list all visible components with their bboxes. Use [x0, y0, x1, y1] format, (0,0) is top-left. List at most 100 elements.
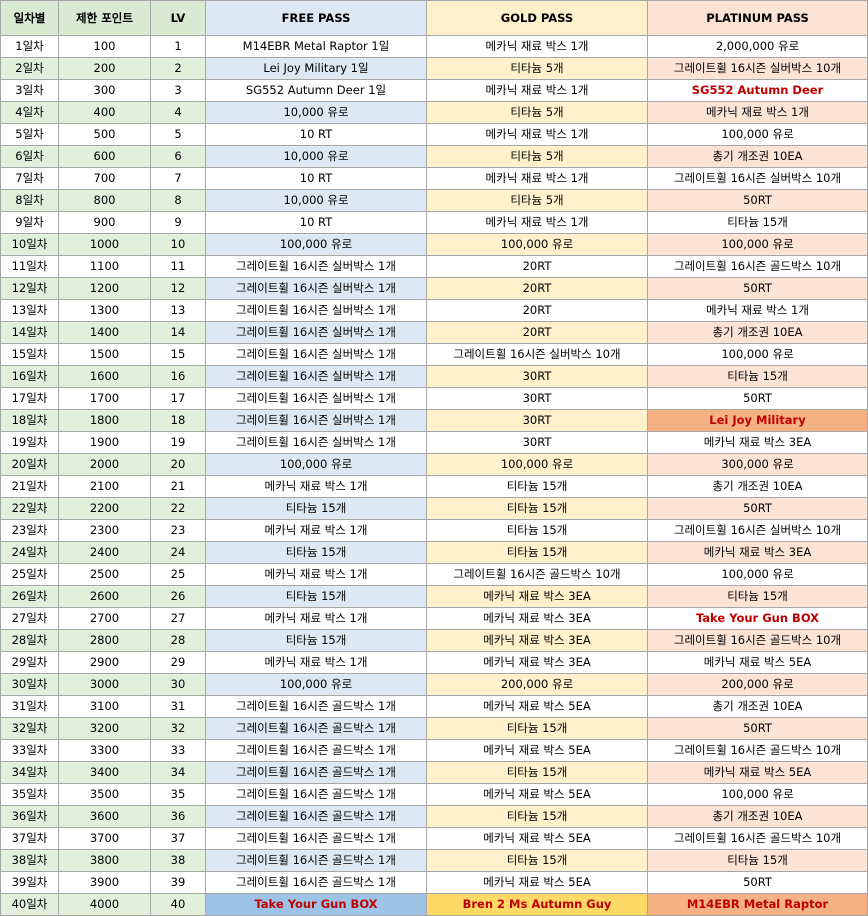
header-gold-pass: GOLD PASS — [426, 0, 648, 36]
gold-pass-cell: 메카닉 재료 박스 1개 — [426, 35, 648, 58]
level-cell: 35 — [150, 783, 206, 806]
day-cell: 8일차 — [0, 189, 59, 212]
table-row: 3일차 300 3 SG552 Autumn Deer 1일 메카닉 재료 박스 1개 S… — [0, 79, 868, 102]
level-cell: 9 — [150, 211, 206, 234]
table-row: 20일차 2000 20 100,000 유로 100,000 유로 300,000 유로 — [0, 453, 868, 476]
gold-pass-cell: 티타늄 5개 — [426, 101, 648, 124]
points-cell: 2200 — [58, 497, 151, 520]
table-row: 21일차 2100 21 메카닉 재료 박스 1개 티타늄 15개 총기 개조권 10EA — [0, 475, 868, 498]
table-row: 32일차 3200 32 그레이트휠 16시즌 골드박스 1개 티타늄 15개 50RT — [0, 717, 868, 740]
free-pass-cell: 그레이트휠 16시즌 골드박스 1개 — [205, 849, 427, 872]
day-cell: 13일차 — [0, 299, 59, 322]
free-pass-cell: 메카닉 재료 박스 1개 — [205, 651, 427, 674]
level-cell: 6 — [150, 145, 206, 168]
header-free-pass: FREE PASS — [205, 0, 427, 36]
free-pass-cell: 그레이트휠 16시즌 실버박스 1개 — [205, 365, 427, 388]
platinum-pass-cell: M14EBR Metal Raptor — [647, 893, 868, 916]
level-cell: 31 — [150, 695, 206, 718]
level-cell: 2 — [150, 57, 206, 80]
platinum-pass-cell: 티타늄 15개 — [647, 585, 868, 608]
platinum-pass-cell: 그레이트휠 16시즌 골드박스 10개 — [647, 629, 868, 652]
day-cell: 7일차 — [0, 167, 59, 190]
platinum-pass-cell: 메카닉 재료 박스 1개 — [647, 299, 868, 322]
points-cell: 1000 — [58, 233, 151, 256]
table-row: 27일차 2700 27 메카닉 재료 박스 1개 메카닉 재료 박스 3EA Take … — [0, 607, 868, 630]
level-cell: 28 — [150, 629, 206, 652]
day-cell: 16일차 — [0, 365, 59, 388]
points-cell: 3100 — [58, 695, 151, 718]
table-row: 10일차 1000 10 100,000 유로 100,000 유로 100,000 유로 — [0, 233, 868, 256]
gold-pass-cell: 30RT — [426, 365, 648, 388]
level-cell: 5 — [150, 123, 206, 146]
level-cell: 20 — [150, 453, 206, 476]
gold-pass-cell: 메카닉 재료 박스 5EA — [426, 783, 648, 806]
header-day: 일차별 — [0, 0, 59, 36]
level-cell: 37 — [150, 827, 206, 850]
platinum-pass-cell: SG552 Autumn Deer — [647, 79, 868, 102]
day-cell: 27일차 — [0, 607, 59, 630]
points-cell: 1700 — [58, 387, 151, 410]
day-cell: 19일차 — [0, 431, 59, 454]
platinum-pass-cell: 메카닉 재료 박스 5EA — [647, 651, 868, 674]
level-cell: 40 — [150, 893, 206, 916]
day-cell: 35일차 — [0, 783, 59, 806]
table-row: 4일차 400 4 10,000 유로 티타늄 5개 메카닉 재료 박스 1개 — [0, 101, 868, 124]
level-cell: 4 — [150, 101, 206, 124]
day-cell: 34일차 — [0, 761, 59, 784]
level-cell: 15 — [150, 343, 206, 366]
header-lv: LV — [150, 0, 206, 36]
points-cell: 1500 — [58, 343, 151, 366]
points-cell: 300 — [58, 79, 151, 102]
gold-pass-cell: 100,000 유로 — [426, 453, 648, 476]
free-pass-cell: 10 RT — [205, 167, 427, 190]
level-cell: 17 — [150, 387, 206, 410]
table-row: 37일차 3700 37 그레이트휠 16시즌 골드박스 1개 메카닉 재료 박스 5E… — [0, 827, 868, 850]
points-cell: 2700 — [58, 607, 151, 630]
table-row: 36일차 3600 36 그레이트휠 16시즌 골드박스 1개 티타늄 15개 총기 개조… — [0, 805, 868, 828]
table-row: 31일차 3100 31 그레이트휠 16시즌 골드박스 1개 메카닉 재료 박스 5E… — [0, 695, 868, 718]
day-cell: 39일차 — [0, 871, 59, 894]
free-pass-cell: 100,000 유로 — [205, 673, 427, 696]
table-row: 17일차 1700 17 그레이트휠 16시즌 실버박스 1개 30RT 50RT — [0, 387, 868, 410]
table-row: 1일차 100 1 M14EBR Metal Raptor 1일 메카닉 재료 박스 1… — [0, 35, 868, 58]
day-cell: 1일차 — [0, 35, 59, 58]
level-cell: 3 — [150, 79, 206, 102]
header-row: 일차별 제한 포인트 LV FREE PASS GOLD PASS PLATIN… — [0, 0, 868, 36]
points-cell: 1300 — [58, 299, 151, 322]
points-cell: 3400 — [58, 761, 151, 784]
points-cell: 200 — [58, 57, 151, 80]
free-pass-cell: 메카닉 재료 박스 1개 — [205, 563, 427, 586]
level-cell: 11 — [150, 255, 206, 278]
level-cell: 22 — [150, 497, 206, 520]
gold-pass-cell: 티타늄 15개 — [426, 761, 648, 784]
level-cell: 25 — [150, 563, 206, 586]
points-cell: 1100 — [58, 255, 151, 278]
free-pass-cell: 그레이트휠 16시즌 골드박스 1개 — [205, 695, 427, 718]
points-cell: 600 — [58, 145, 151, 168]
table-row: 19일차 1900 19 그레이트휠 16시즌 실버박스 1개 30RT 메카닉 재료 박… — [0, 431, 868, 454]
table-row: 15일차 1500 15 그레이트휠 16시즌 실버박스 1개 그레이트휠 16시즌 실… — [0, 343, 868, 366]
day-cell: 37일차 — [0, 827, 59, 850]
day-cell: 26일차 — [0, 585, 59, 608]
points-cell: 2300 — [58, 519, 151, 542]
free-pass-cell: Take Your Gun BOX — [205, 893, 427, 916]
platinum-pass-cell: 100,000 유로 — [647, 233, 868, 256]
table-row: 9일차 900 9 10 RT 메카닉 재료 박스 1개 티타늄 15개 — [0, 211, 868, 234]
level-cell: 1 — [150, 35, 206, 58]
free-pass-cell: 그레이트휠 16시즌 실버박스 1개 — [205, 321, 427, 344]
day-cell: 5일차 — [0, 123, 59, 146]
free-pass-cell: 그레이트휠 16시즌 실버박스 1개 — [205, 409, 427, 432]
points-cell: 2900 — [58, 651, 151, 674]
gold-pass-cell: 티타늄 15개 — [426, 849, 648, 872]
platinum-pass-cell: 그레이트휠 16시즌 골드박스 10개 — [647, 739, 868, 762]
day-cell: 31일차 — [0, 695, 59, 718]
platinum-pass-cell: 그레이트휠 16시즌 골드박스 10개 — [647, 827, 868, 850]
table-row: 35일차 3500 35 그레이트휠 16시즌 골드박스 1개 메카닉 재료 박스 5E… — [0, 783, 868, 806]
points-cell: 3900 — [58, 871, 151, 894]
gold-pass-cell: 100,000 유로 — [426, 233, 648, 256]
platinum-pass-cell: 100,000 유로 — [647, 123, 868, 146]
day-cell: 30일차 — [0, 673, 59, 696]
gold-pass-cell: 30RT — [426, 387, 648, 410]
table-row: 5일차 500 5 10 RT 메카닉 재료 박스 1개 100,000 유로 — [0, 123, 868, 146]
gold-pass-cell: 20RT — [426, 277, 648, 300]
